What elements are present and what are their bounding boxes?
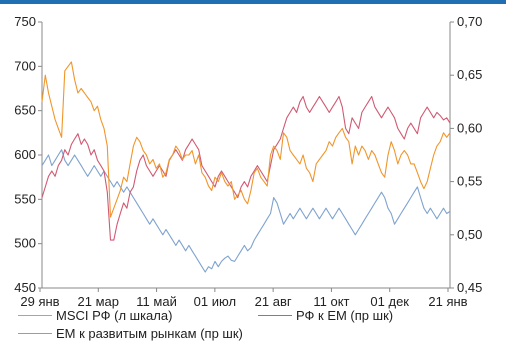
right-tick-label: 0,65 xyxy=(457,67,482,82)
legend-swatch-rf-em xyxy=(258,315,292,316)
x-tick-label: 21 мар xyxy=(78,294,119,309)
legend-label-rf-em: РФ к ЕМ (пр шк) xyxy=(296,308,394,323)
left-tick-label: 650 xyxy=(14,103,36,118)
x-tick-label: 01 дек xyxy=(370,294,409,309)
legend-swatch-msci xyxy=(18,315,52,316)
x-tick-label: 21 янв xyxy=(428,294,467,309)
em-dm-line xyxy=(41,149,451,273)
legend-item-msci: MSCI РФ (л шкала) xyxy=(18,308,172,323)
legend-item-em-dm: ЕМ к развитым рынкам (пр шк) xyxy=(18,326,243,341)
left-tick-label: 450 xyxy=(14,280,36,295)
legend-item-rf-em: РФ к ЕМ (пр шк) xyxy=(258,308,393,323)
series-lines xyxy=(41,61,451,273)
right-axis-ticks: 0,70 0,65 0,60 0,55 0,50 0,45 xyxy=(450,14,482,295)
rf-em-line xyxy=(41,95,451,241)
right-tick-label: 0,45 xyxy=(457,280,482,295)
right-tick-label: 0,60 xyxy=(457,120,482,135)
legend-label-msci: MSCI РФ (л шкала) xyxy=(56,308,173,323)
x-tick-label: 11 май xyxy=(136,294,177,309)
top-rule xyxy=(0,0,506,4)
x-tick-label: 11 окт xyxy=(313,294,349,309)
x-axis-ticks: 29 янв 21 мар 11 май 01 июл 21 авг 11 окт 01 д… xyxy=(20,288,468,309)
left-axis-ticks: 750 700 650 600 550 500 450 xyxy=(14,14,42,295)
right-tick-label: 0,70 xyxy=(457,14,482,29)
left-tick-label: 550 xyxy=(14,191,36,206)
left-tick-label: 500 xyxy=(14,236,36,251)
x-tick-label: 01 июл xyxy=(194,294,236,309)
left-tick-label: 750 xyxy=(14,14,36,29)
legend-label-em-dm: ЕМ к развитым рынкам (пр шк) xyxy=(56,326,243,341)
msci-rf-line xyxy=(41,61,451,218)
right-tick-label: 0,55 xyxy=(457,174,482,189)
x-tick-label: 21 авг xyxy=(255,294,292,309)
left-tick-label: 700 xyxy=(14,58,36,73)
left-tick-label: 600 xyxy=(14,147,36,162)
right-tick-label: 0,50 xyxy=(457,227,482,242)
x-tick-label: 29 янв xyxy=(20,294,59,309)
legend-swatch-em-dm xyxy=(18,333,52,334)
